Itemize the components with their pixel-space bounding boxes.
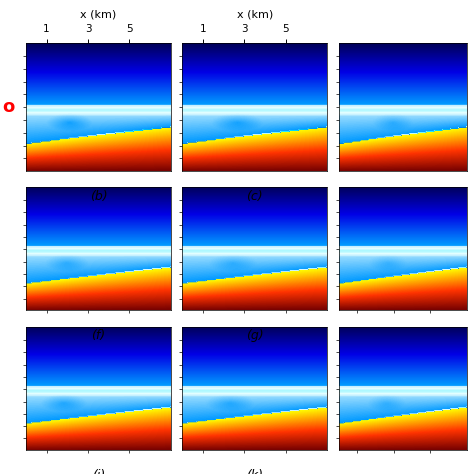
Text: x (km): x (km)	[80, 9, 117, 19]
Text: x (km): x (km)	[237, 9, 273, 19]
Text: (k): (k)	[246, 469, 263, 474]
Text: (j): (j)	[92, 469, 105, 474]
Text: (g): (g)	[246, 329, 264, 342]
Text: (c): (c)	[246, 190, 263, 202]
Text: (b): (b)	[90, 190, 107, 202]
Text: (f): (f)	[91, 329, 105, 342]
Text: o: o	[2, 98, 15, 116]
